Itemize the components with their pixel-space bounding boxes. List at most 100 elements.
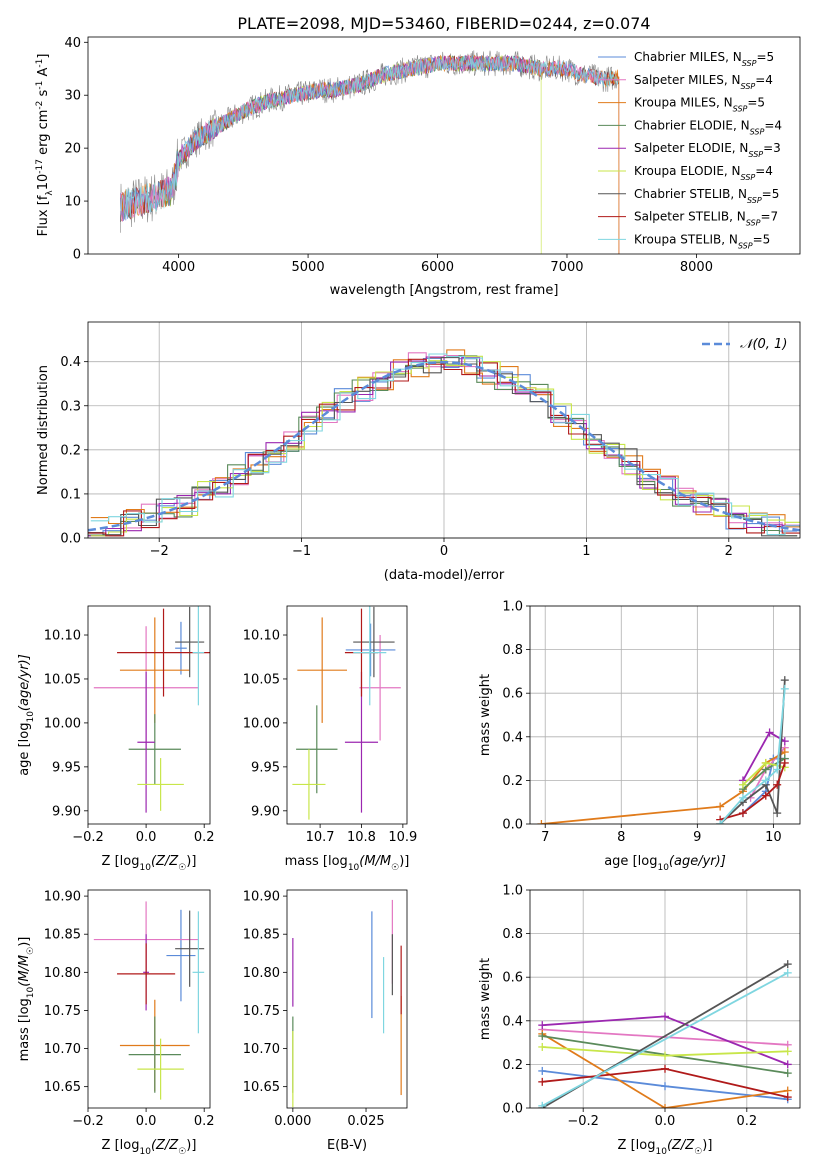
legend-name: Kroupa ELODIE, N bbox=[634, 164, 741, 178]
x-tick-label: 6000 bbox=[421, 260, 454, 275]
legend-val: =7 bbox=[760, 210, 778, 224]
y-tick-label: 0.2 bbox=[60, 443, 81, 458]
x-tick-label: 0.2 bbox=[194, 830, 215, 845]
x-tick-label: −2 bbox=[150, 544, 169, 559]
spectrum-panel: 4000 5000 6000 7000 8000 0 10 20 30 40 Chabrier MI… bbox=[35, 36, 801, 298]
y-tick-label: 0.0 bbox=[60, 532, 81, 547]
y-tick-label: 10.80 bbox=[44, 966, 81, 981]
gaussian-curve bbox=[88, 360, 800, 532]
legend-label: Salpeter STELIB, NSSP=7 bbox=[634, 210, 778, 228]
y-tick-label: 10.85 bbox=[44, 928, 81, 943]
label-part: mass weight bbox=[478, 674, 493, 756]
y-tick-label: 10.90 bbox=[44, 890, 81, 905]
legend-label: Chabrier MILES, NSSP=5 bbox=[634, 50, 774, 68]
histogram-chabrier-stelib bbox=[88, 357, 798, 537]
y-tick-label: 0.1 bbox=[60, 487, 81, 502]
plot-area bbox=[120, 50, 620, 254]
legend-label: Chabrier STELIB, NSSP=5 bbox=[634, 187, 779, 205]
y-tick-label: 0.8 bbox=[502, 927, 523, 942]
y-tick-label: 0.8 bbox=[502, 643, 523, 658]
legend-sub: SSP bbox=[738, 241, 753, 250]
legend-name: Salpeter ELODIE, N bbox=[634, 141, 748, 155]
label-part: -17 bbox=[35, 159, 45, 174]
label-part: ] bbox=[36, 54, 51, 59]
label-part: -1 bbox=[35, 81, 45, 90]
label-part: (M/M bbox=[359, 854, 391, 869]
label-part: 10 bbox=[36, 174, 51, 191]
legend-sub: SSP bbox=[750, 127, 765, 136]
x-tick-label: 0 bbox=[440, 544, 448, 559]
y-tick-label: 10.05 bbox=[243, 672, 280, 687]
label-part: 10 bbox=[348, 863, 360, 873]
label-part: mass weight bbox=[478, 958, 493, 1040]
y-tick-label: 1.0 bbox=[502, 600, 523, 615]
weight-line-salpeter-miles bbox=[542, 1028, 788, 1046]
y-tick-label: 10.85 bbox=[243, 928, 280, 943]
y-tick-label: 0.2 bbox=[502, 774, 523, 789]
label-part: (data-model)/error bbox=[384, 568, 505, 583]
legend-name: Chabrier MILES, N bbox=[634, 50, 742, 64]
y-tick-label: 10.65 bbox=[44, 1080, 81, 1095]
label-part: 10 bbox=[139, 1147, 151, 1157]
label-part: age [log bbox=[604, 854, 657, 869]
x-axis-label: (data-model)/error bbox=[384, 568, 505, 583]
plot-area bbox=[538, 960, 792, 1108]
label-part: Normed distribution bbox=[36, 365, 51, 495]
x-axis-label: age [log10(age/yr)] bbox=[604, 854, 726, 873]
label-part: wavelength [Angstrom, rest frame] bbox=[330, 283, 559, 298]
model-spectrum-kroupa-stelib bbox=[120, 55, 619, 218]
label-part: )] bbox=[702, 1138, 712, 1153]
y-tick-label: 0.0 bbox=[502, 818, 523, 833]
label-part: A bbox=[36, 68, 51, 81]
legend-val: =3 bbox=[763, 141, 781, 155]
y-axis-label: age [log10(age/yr)] bbox=[17, 654, 36, 776]
weight-vs-metallicity-panel: −0.2 0.0 0.2 0.0 0.2 0.4 0.6 0.8 1.0 Z [log10(Z/Z… bbox=[478, 884, 801, 1157]
y-tick-label: 40 bbox=[64, 36, 81, 51]
axes-frame bbox=[529, 605, 801, 825]
legend-label: Salpeter MILES, NSSP=4 bbox=[634, 73, 773, 91]
legend-name: Salpeter MILES, N bbox=[634, 73, 741, 87]
y-tick-label: 0.2 bbox=[502, 1058, 523, 1073]
legend-val: =4 bbox=[755, 164, 773, 178]
legend-label: Kroupa MILES, NSSP=5 bbox=[634, 96, 765, 114]
y-axis-label: Normed distribution bbox=[36, 365, 51, 495]
label-part: (Z/Z bbox=[151, 1138, 179, 1153]
y-tick-label: 9.90 bbox=[52, 804, 81, 819]
label-part: (age/yr)] bbox=[17, 654, 32, 711]
x-tick-label: 0.0 bbox=[136, 1114, 157, 1129]
label-part: (age/yr)] bbox=[669, 854, 726, 869]
x-axis-label: E(B-V) bbox=[327, 1138, 367, 1153]
y-tick-label: 9.95 bbox=[52, 760, 81, 775]
legend-sub: SSP bbox=[746, 218, 761, 227]
y-tick-label: 9.90 bbox=[251, 804, 280, 819]
label-part: λ bbox=[45, 190, 55, 196]
figure-title: PLATE=2098, MJD=53460, FIBERID=0244, z=0… bbox=[237, 14, 650, 33]
y-tick-label: 10.00 bbox=[243, 716, 280, 731]
y-tick-label: 0.4 bbox=[502, 1014, 523, 1029]
legend-val: =5 bbox=[762, 187, 780, 201]
label-part: 10 bbox=[657, 863, 669, 873]
plot-area bbox=[93, 901, 205, 1100]
legend-label: Chabrier ELODIE, NSSP=4 bbox=[634, 118, 782, 136]
plot-area bbox=[88, 349, 800, 537]
label-part: Z [log bbox=[618, 1138, 656, 1153]
y-axis-label: mass weight bbox=[478, 674, 493, 756]
label-part: Flux [f bbox=[36, 195, 51, 236]
x-tick-label: 0.0 bbox=[136, 830, 157, 845]
label-part: ☉ bbox=[391, 863, 399, 873]
weight-line-kroupa-stelib bbox=[541, 972, 789, 1107]
label-part: (Z/Z bbox=[667, 1138, 695, 1153]
label-part: -2 bbox=[35, 101, 45, 110]
x-axis-label: Z [log10(Z/Z☉)] bbox=[618, 1138, 713, 1157]
label-part: ☉ bbox=[178, 1147, 186, 1157]
x-tick-label: −0.2 bbox=[567, 1114, 599, 1129]
x-tick-label: 7000 bbox=[550, 260, 583, 275]
x-axis-label: wavelength [Angstrom, rest frame] bbox=[330, 283, 559, 298]
mass-vs-metallicity-panel: −0.2 0.0 0.2 10.65 10.70 10.75 10.80 10.85 10.90… bbox=[17, 890, 215, 1157]
x-tick-label: 5000 bbox=[292, 260, 325, 275]
x-tick-label: 0.2 bbox=[194, 1114, 215, 1129]
y-tick-label: 30 bbox=[64, 89, 81, 104]
legend-name: Kroupa STELIB, N bbox=[634, 232, 738, 246]
